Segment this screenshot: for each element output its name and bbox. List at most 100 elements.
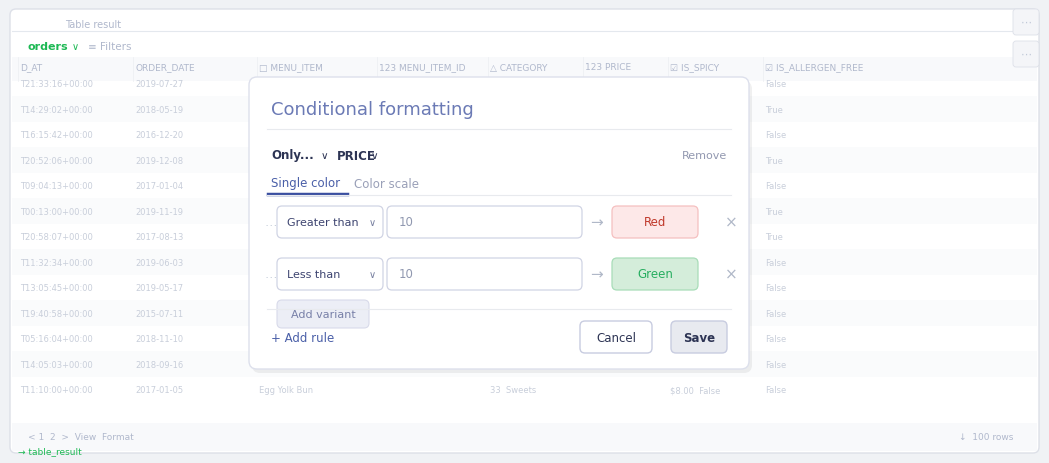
Text: 33  Sweets: 33 Sweets (490, 385, 536, 394)
Text: False: False (765, 309, 787, 318)
Text: True: True (765, 156, 783, 165)
Text: False: False (765, 181, 787, 191)
Bar (12, 174, 1037, 199)
Text: False: False (765, 80, 787, 89)
Bar (12, 351, 1037, 377)
Bar (12, 199, 1037, 224)
Text: Only...: Only... (271, 149, 314, 162)
Bar (12, 97, 1037, 123)
Text: Remove: Remove (682, 150, 727, 161)
Bar (12, 326, 1037, 351)
Text: Greater than: Greater than (287, 218, 359, 227)
Text: 2019-12-08: 2019-12-08 (135, 156, 184, 165)
FancyBboxPatch shape (10, 10, 1039, 453)
Text: 2018-09-16: 2018-09-16 (135, 360, 184, 369)
Text: ☑ IS_SPICY: ☑ IS_SPICY (670, 63, 720, 72)
Text: False: False (765, 131, 787, 140)
Text: T14:29:02+00:00: T14:29:02+00:00 (20, 105, 92, 114)
Text: 2016-12-20: 2016-12-20 (135, 131, 184, 140)
Text: ∨: ∨ (321, 150, 328, 161)
Bar (12, 123, 1037, 148)
Text: Cancel: Cancel (596, 331, 636, 344)
Bar (12, 72, 1037, 97)
Text: $8.00  False: $8.00 False (670, 385, 721, 394)
Text: Table result: Table result (65, 20, 121, 30)
Text: False: False (765, 360, 787, 369)
Text: 2017-01-04: 2017-01-04 (135, 181, 184, 191)
Text: Conditional formatting: Conditional formatting (271, 101, 474, 119)
Text: + Add rule: + Add rule (271, 331, 335, 344)
Text: < 1  2  >  View  Format: < 1 2 > View Format (28, 432, 134, 442)
FancyBboxPatch shape (277, 300, 369, 328)
Text: True: True (765, 232, 783, 242)
Text: 2015-07-11: 2015-07-11 (135, 309, 184, 318)
Text: 2019-05-17: 2019-05-17 (135, 283, 184, 293)
Bar (12, 224, 1037, 250)
Text: 2017-01-05: 2017-01-05 (135, 385, 184, 394)
Bar (12, 423, 1037, 451)
FancyBboxPatch shape (252, 82, 752, 373)
Text: PRICE: PRICE (337, 149, 376, 162)
FancyBboxPatch shape (387, 258, 582, 290)
Text: ⋯: ⋯ (1021, 50, 1031, 60)
Text: ↓  100 rows: ↓ 100 rows (959, 432, 1013, 442)
Text: 2018-05-19: 2018-05-19 (135, 105, 184, 114)
Text: T19:40:58+00:00: T19:40:58+00:00 (20, 309, 92, 318)
Bar (12, 250, 1037, 275)
FancyBboxPatch shape (1013, 10, 1039, 36)
Text: T05:16:04+00:00: T05:16:04+00:00 (20, 334, 92, 343)
Text: 10: 10 (399, 268, 414, 281)
Text: T21:33:16+00:00: T21:33:16+00:00 (20, 80, 93, 89)
Text: →: → (590, 215, 603, 230)
Text: △ CATEGORY: △ CATEGORY (490, 63, 548, 72)
FancyBboxPatch shape (249, 78, 749, 369)
Text: ⋯: ⋯ (1021, 18, 1031, 28)
Text: T16:15:42+00:00: T16:15:42+00:00 (20, 131, 92, 140)
Text: ≡ Filters: ≡ Filters (88, 42, 131, 52)
Text: …: … (265, 216, 278, 229)
Text: Less than: Less than (287, 269, 340, 279)
Bar (12, 58, 1037, 82)
Text: Egg Yolk Bun: Egg Yolk Bun (259, 385, 313, 394)
Text: 123 PRICE: 123 PRICE (585, 63, 631, 72)
Text: Color scale: Color scale (354, 177, 419, 190)
Text: ×: × (725, 215, 737, 230)
Text: 2019-07-27: 2019-07-27 (135, 80, 184, 89)
Text: →: → (590, 267, 603, 282)
Text: …: … (265, 268, 278, 281)
Text: Single color: Single color (271, 177, 340, 190)
Text: 2018-11-10: 2018-11-10 (135, 334, 184, 343)
Text: T00:13:00+00:00: T00:13:00+00:00 (20, 207, 92, 216)
Text: ORDER_DATE: ORDER_DATE (135, 63, 195, 72)
Text: orders: orders (28, 42, 68, 52)
Text: T11:32:34+00:00: T11:32:34+00:00 (20, 258, 93, 267)
Text: ∨: ∨ (369, 269, 377, 279)
Text: 2019-11-19: 2019-11-19 (135, 207, 183, 216)
Text: ×: × (725, 267, 737, 282)
Text: 10: 10 (399, 216, 414, 229)
Text: → table_result: → table_result (18, 446, 82, 456)
Bar (12, 300, 1037, 326)
FancyBboxPatch shape (387, 206, 582, 238)
Text: Save: Save (683, 331, 715, 344)
Text: T20:58:07+00:00: T20:58:07+00:00 (20, 232, 93, 242)
Text: ∨: ∨ (371, 150, 379, 161)
Text: 2019-06-03: 2019-06-03 (135, 258, 184, 267)
FancyBboxPatch shape (580, 321, 652, 353)
Text: Green: Green (637, 268, 673, 281)
Text: 123 MENU_ITEM_ID: 123 MENU_ITEM_ID (379, 63, 466, 72)
Text: False: False (765, 258, 787, 267)
Text: T14:05:03+00:00: T14:05:03+00:00 (20, 360, 92, 369)
Text: False: False (765, 283, 787, 293)
Text: T20:52:06+00:00: T20:52:06+00:00 (20, 156, 92, 165)
Text: □ MENU_ITEM: □ MENU_ITEM (259, 63, 323, 72)
Bar (12, 275, 1037, 300)
FancyBboxPatch shape (277, 258, 383, 290)
Text: ∨: ∨ (72, 42, 79, 52)
Text: D_AT: D_AT (20, 63, 42, 72)
Text: T09:04:13+00:00: T09:04:13+00:00 (20, 181, 92, 191)
FancyBboxPatch shape (671, 321, 727, 353)
Text: True: True (765, 207, 783, 216)
FancyBboxPatch shape (277, 206, 383, 238)
Text: ☑ IS_ALLERGEN_FREE: ☑ IS_ALLERGEN_FREE (765, 63, 863, 72)
